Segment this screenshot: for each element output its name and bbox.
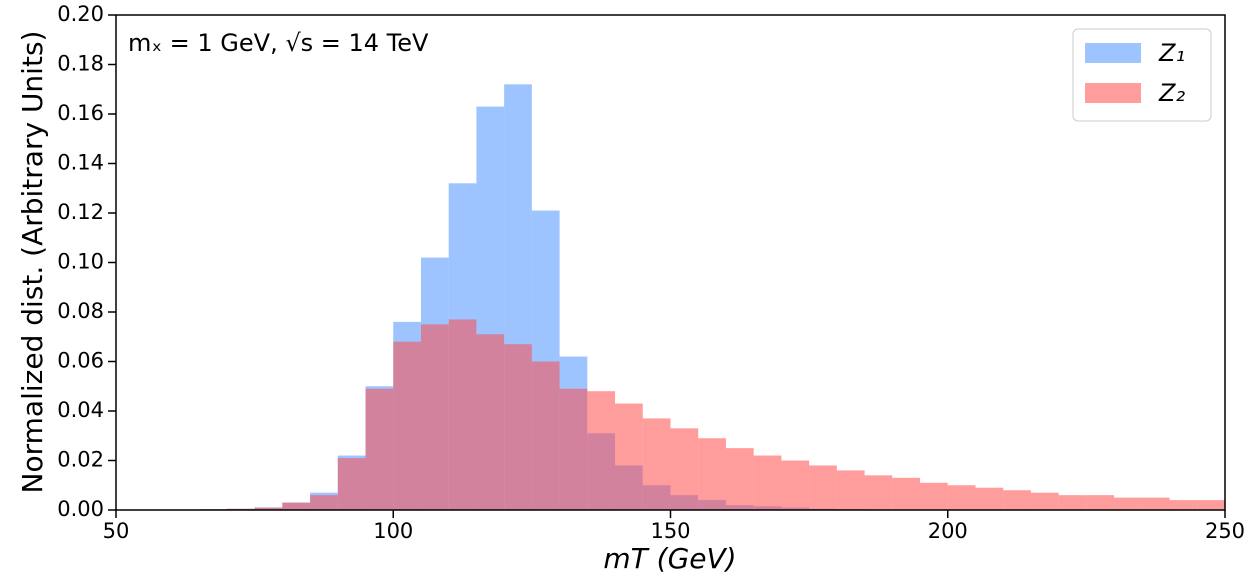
bar [504, 344, 532, 510]
bar [781, 460, 810, 510]
x-tick-label: 200 [928, 519, 968, 543]
bar [1030, 492, 1059, 510]
x-tick-label: 150 [650, 519, 690, 543]
bar [615, 403, 643, 510]
y-tick-label: 0.14 [57, 151, 104, 175]
y-tick-label: 0.10 [57, 250, 104, 274]
bar [892, 477, 921, 510]
bar [1169, 500, 1198, 510]
y-tick-label: 0.02 [57, 448, 104, 472]
bar [337, 458, 366, 510]
bar [642, 418, 671, 510]
y-tick-label: 0.20 [57, 2, 104, 26]
y-tick-label: 0.00 [57, 497, 104, 521]
y-tick-label: 0.08 [57, 299, 104, 323]
bar [420, 324, 449, 510]
bar [1114, 497, 1142, 510]
bar [587, 391, 616, 510]
bar [448, 319, 477, 510]
bar [836, 470, 865, 510]
bar [1197, 500, 1225, 510]
legend-swatch [1085, 83, 1141, 103]
y-tick-label: 0.04 [57, 398, 104, 422]
bar [365, 388, 394, 510]
bar [1141, 497, 1170, 510]
bar [1003, 490, 1031, 510]
bar [864, 475, 893, 510]
bar [698, 438, 726, 510]
bar [947, 485, 976, 510]
bar [531, 361, 560, 510]
y-tick-label: 0.12 [57, 200, 104, 224]
bar [476, 334, 505, 510]
bar [1058, 495, 1087, 510]
x-tick-label: 100 [373, 519, 413, 543]
bar [725, 448, 754, 510]
legend-label: Z₁ [1158, 39, 1185, 67]
bar [809, 465, 837, 510]
bar [1086, 495, 1115, 510]
legend-box [1072, 28, 1212, 122]
bar [975, 487, 1004, 510]
y-axis-label: Normalized dist. (Arbitrary Units) [16, 31, 49, 494]
bar [670, 428, 699, 510]
bar [254, 507, 283, 510]
bar [310, 495, 338, 510]
legend-label: Z₂ [1158, 79, 1185, 107]
bar [559, 388, 588, 510]
legend-swatch [1085, 43, 1141, 63]
annotation: mₓ = 1 GeV, √s = 14 TeV [128, 29, 429, 57]
bar [282, 502, 311, 510]
bar [753, 455, 782, 510]
bar [393, 341, 421, 510]
x-tick-label: 250 [1205, 519, 1245, 543]
bar [920, 482, 948, 510]
y-tick-label: 0.06 [57, 349, 104, 373]
y-tick-label: 0.16 [57, 101, 104, 125]
y-tick-label: 0.18 [57, 52, 104, 76]
x-axis-label: mT (GeV) [603, 542, 736, 575]
x-tick-label: 50 [103, 519, 130, 543]
